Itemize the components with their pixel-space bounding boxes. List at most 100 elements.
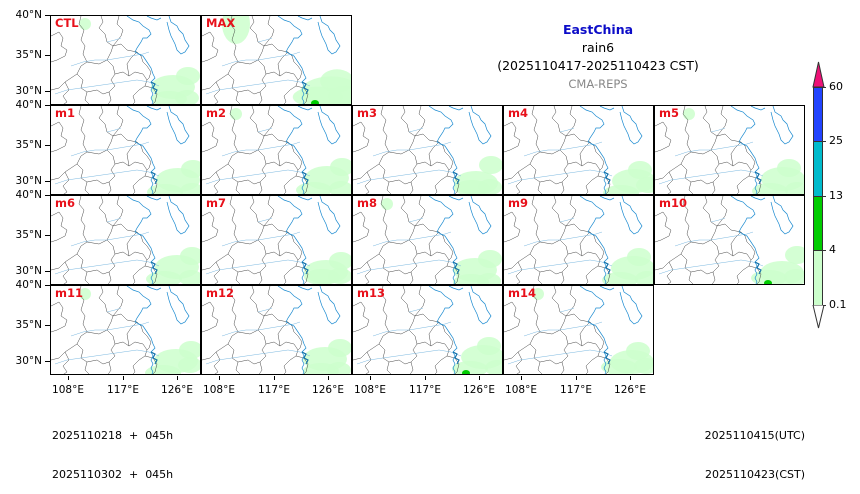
map-panel-m7: m7 [201, 195, 352, 285]
rivers [205, 37, 311, 95]
valid-time-annotation: 2025110415(UTC) 2025110423(CST) [695, 403, 805, 494]
map-canvas [51, 106, 200, 194]
rain-field [751, 246, 804, 284]
rain-field [381, 198, 502, 284]
x-tick-label: 126°E [161, 384, 193, 396]
x-tick-label: 117°E [258, 384, 290, 396]
map-canvas [655, 196, 804, 284]
map-panel-m5: m5 [654, 105, 805, 195]
x-tick-mark [630, 376, 631, 380]
map-canvas [51, 286, 200, 374]
y-tick-label: 40°N [15, 189, 42, 201]
y-tick-label: 30°N [15, 355, 42, 367]
colorbar-tick [823, 141, 826, 142]
rivers [356, 307, 462, 365]
map-panel-m4: m4 [503, 105, 654, 195]
province-borders [504, 286, 611, 374]
region-title: EastChina [562, 22, 634, 37]
coastline [126, 286, 190, 374]
y-tick-mark [45, 361, 50, 362]
x-tick-mark [576, 376, 577, 380]
colorbar-segment-13-25 [813, 141, 823, 197]
coastline [277, 16, 341, 104]
y-tick-label: 35°N [15, 139, 42, 151]
x-tick-label: 108°E [52, 384, 84, 396]
map-canvas [353, 286, 502, 374]
coastline [730, 106, 794, 194]
panel-label: m14 [508, 286, 536, 300]
valid-cst: 2025110423(CST) [705, 468, 805, 481]
y-tick-label: 40°N [15, 279, 42, 291]
colorbar-tick [823, 87, 826, 88]
rain-field [603, 161, 653, 194]
x-tick-label: 126°E [614, 384, 646, 396]
map-panel-m3: m3 [352, 105, 503, 195]
rivers [356, 217, 462, 275]
x-tick-mark [479, 376, 480, 380]
y-tick-mark [45, 15, 50, 16]
colorbar-over-triangle [812, 61, 825, 88]
province-borders [51, 196, 158, 284]
rain-field [683, 108, 804, 194]
province-borders [202, 286, 309, 374]
x-tick-label: 117°E [409, 384, 441, 396]
y-tick-label: 30°N [15, 85, 42, 97]
province-borders [202, 106, 309, 194]
x-tick-mark [123, 376, 124, 380]
panel-label: m7 [206, 196, 226, 210]
period-title: (2025110417-2025110423 CST) [497, 58, 699, 73]
x-tick-label: 108°E [505, 384, 537, 396]
x-tick-label: 117°E [560, 384, 592, 396]
map-panel-m12: m12 [201, 285, 352, 375]
rain-field [146, 247, 200, 284]
chart-title-block: EastChina rain6 (2025110417-2025110423 C… [478, 22, 718, 92]
x-tick-label: 117°E [107, 384, 139, 396]
map-panel-m2: m2 [201, 105, 352, 195]
x-tick-label: 108°E [354, 384, 386, 396]
rivers [507, 307, 613, 365]
x-tick-mark [219, 376, 220, 380]
map-canvas [202, 196, 351, 284]
map-canvas [504, 106, 653, 194]
y-tick-mark [45, 145, 50, 146]
map-panel-m14: m14 [503, 285, 654, 375]
rain-field [532, 288, 653, 374]
coastline [428, 196, 492, 284]
y-tick-mark [45, 91, 50, 92]
rivers [658, 127, 764, 185]
init-time-annotation: 2025110218 + 045h 2025110302 + 045h [52, 403, 173, 494]
panel-label: m6 [55, 196, 75, 210]
coastline [126, 106, 190, 194]
panel-label: m8 [357, 196, 377, 210]
x-tick-mark [274, 376, 275, 380]
province-borders [504, 106, 611, 194]
x-tick-mark [177, 376, 178, 380]
panel-label: m11 [55, 286, 83, 300]
y-tick-label: 30°N [15, 175, 42, 187]
y-tick-label: 30°N [15, 265, 42, 277]
coastline [277, 286, 341, 374]
colorbar-label-25: 25 [829, 134, 843, 147]
panel-label: m9 [508, 196, 528, 210]
colorbar-segment-4-13 [813, 196, 823, 251]
rain-field [304, 252, 351, 284]
x-tick-mark [68, 376, 69, 380]
map-canvas [353, 106, 502, 194]
province-borders [202, 16, 309, 104]
map-canvas [51, 16, 200, 104]
colorbar-label-0.1: 0.1 [829, 298, 847, 311]
map-panel-ctl: CTL [50, 15, 201, 105]
map-panel-m9: m9 [503, 195, 654, 285]
rain-field [303, 339, 351, 374]
province-borders [51, 286, 158, 374]
y-tick-mark [45, 195, 50, 196]
y-tick-label: 35°N [15, 229, 42, 241]
rain-field [452, 337, 502, 374]
panel-label: m5 [659, 106, 679, 120]
colorbar-tick [823, 196, 826, 197]
panel-label: m12 [206, 286, 234, 300]
rivers [54, 307, 160, 365]
province-borders [655, 106, 762, 194]
coastline [428, 286, 492, 374]
province-borders [353, 106, 460, 194]
